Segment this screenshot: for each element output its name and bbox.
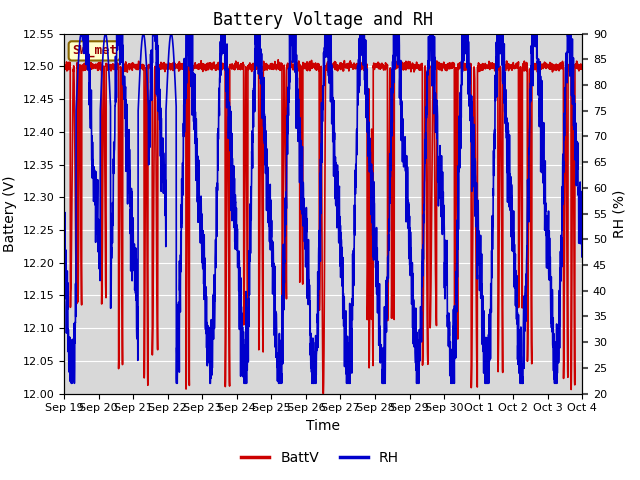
- RH: [68, 381, 76, 386]
- Line: BattV: BattV: [64, 60, 582, 394]
- Y-axis label: Battery (V): Battery (V): [3, 175, 17, 252]
- BattV: [569, 106, 577, 112]
- BattV: [282, 190, 289, 196]
- BattV: [579, 62, 586, 68]
- RH: [513, 288, 520, 294]
- RH: [282, 203, 289, 208]
- Y-axis label: RH (%): RH (%): [612, 190, 627, 238]
- BattV: [513, 60, 520, 66]
- Text: SW_met: SW_met: [72, 44, 116, 58]
- X-axis label: Time: Time: [306, 419, 340, 433]
- RH: [569, 101, 577, 107]
- BattV: [275, 57, 282, 63]
- BattV: [259, 331, 267, 337]
- BattV: [319, 391, 327, 396]
- BattV: [119, 62, 127, 68]
- RH: [120, 81, 127, 87]
- RH: [259, 84, 267, 89]
- BattV: [60, 63, 68, 69]
- Title: Battery Voltage and RH: Battery Voltage and RH: [213, 11, 433, 29]
- RH: [60, 231, 68, 237]
- Legend: BattV, RH: BattV, RH: [236, 445, 404, 471]
- RH: [579, 241, 586, 247]
- Line: RH: RH: [64, 34, 582, 384]
- RH: [150, 31, 158, 36]
- RH: [77, 31, 85, 36]
- BattV: [150, 169, 157, 175]
